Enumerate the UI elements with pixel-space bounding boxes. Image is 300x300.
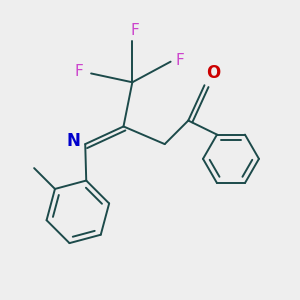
Text: F: F: [175, 53, 184, 68]
Text: O: O: [206, 64, 220, 82]
Text: N: N: [67, 132, 81, 150]
Text: F: F: [131, 23, 140, 38]
Text: F: F: [75, 64, 84, 80]
